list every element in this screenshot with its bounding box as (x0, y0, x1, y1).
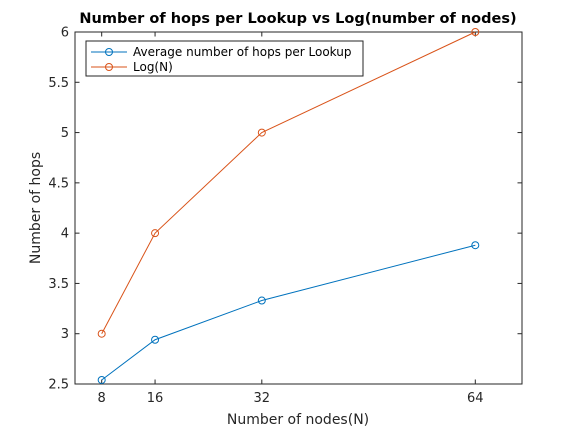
x-tick-label: 16 (147, 391, 164, 406)
x-tick-label: 8 (98, 391, 106, 406)
y-tick-label: 3.5 (48, 277, 69, 292)
legend-label: Log(N) (133, 60, 173, 74)
chart-title: Number of hops per Lookup vs Log(number … (79, 11, 516, 27)
legend-marker (105, 48, 113, 56)
x-tick-label: 64 (467, 391, 484, 406)
y-tick-label: 5 (61, 126, 69, 141)
plot-area (74, 31, 523, 385)
x-axis-ticks: 8 16 32 64 (98, 32, 484, 406)
series-line-2 (101, 31, 476, 334)
y-tick-label: 3 (61, 327, 69, 342)
series-2-point (257, 128, 266, 137)
series-2-point (97, 329, 106, 338)
series-line-1 (101, 244, 476, 381)
y-tick-label: 6 (61, 26, 69, 41)
series-1-point (471, 241, 480, 250)
series-layer (97, 28, 480, 384)
series-1-point (151, 335, 160, 344)
y-tick-label: 4.5 (48, 176, 69, 191)
series-1-point (97, 375, 106, 384)
y-tick-label: 4 (61, 227, 69, 242)
y-tick-label: 2.5 (48, 378, 69, 393)
legend-box (85, 40, 364, 77)
series-2-point (151, 229, 160, 238)
series-1-point (257, 296, 266, 305)
y-axis-ticks: 2.5 3 3.5 4 4.5 5 5.5 6 (48, 26, 522, 393)
series-2-point (471, 28, 480, 36)
y-tick-label: 5.5 (48, 76, 69, 91)
x-tick-label: 32 (254, 391, 271, 406)
legend-label: Average number of hops per Lookup (133, 45, 351, 59)
y-axis-label: Number of hops (28, 152, 44, 264)
legend-marker (105, 63, 113, 71)
x-axis-label: Number of nodes(N) (227, 412, 369, 428)
